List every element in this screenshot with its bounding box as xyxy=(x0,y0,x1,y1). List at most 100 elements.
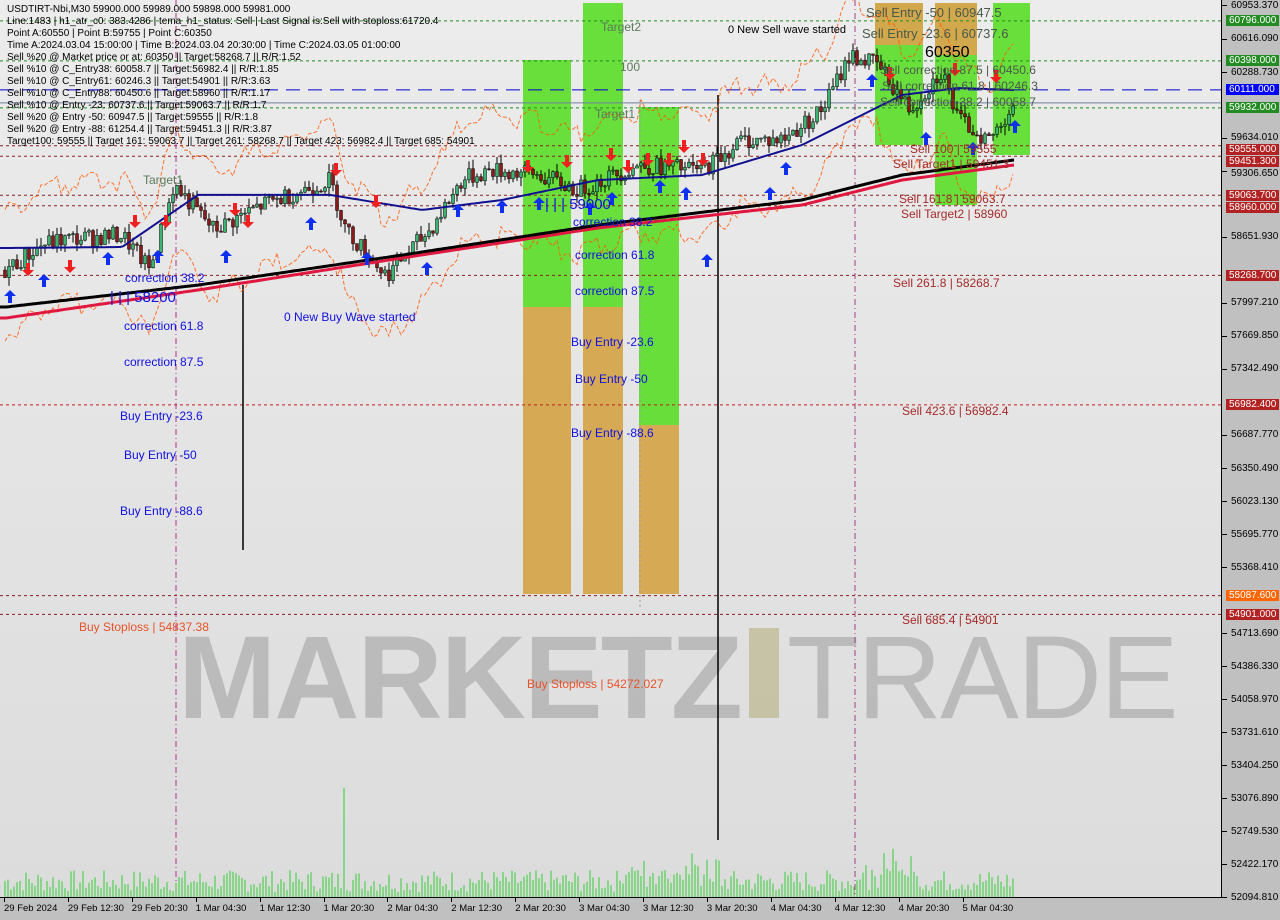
sell-arrow-icon xyxy=(22,263,34,276)
candle-bull xyxy=(427,230,431,237)
label-corr875-mid: correction 87.5 xyxy=(575,284,655,298)
candle-bear xyxy=(107,229,111,240)
candle-bull xyxy=(631,167,635,176)
label-sell-corr-382: Sell correction 38.2 | 60058.7 xyxy=(880,95,1036,109)
candle-bear xyxy=(847,60,851,64)
buy-arrow-icon xyxy=(496,200,508,213)
candle-bear xyxy=(479,176,483,182)
time-tick-mark xyxy=(579,898,581,902)
time-tick-label: 3 Mar 04:30 xyxy=(579,903,630,914)
time-tick-label: 4 Mar 04:30 xyxy=(770,903,822,914)
candle-bull xyxy=(927,93,931,100)
candle-bull xyxy=(291,201,295,205)
time-tick-mark xyxy=(323,898,325,902)
candle-bull xyxy=(779,134,783,144)
candle-bull xyxy=(859,59,863,66)
signal-zone xyxy=(583,307,623,594)
candle-bull xyxy=(991,134,995,136)
price-tick-label: 60953.370 xyxy=(1231,0,1279,11)
price-tick-label: 55695.770 xyxy=(1231,528,1279,540)
candle-bull xyxy=(687,162,691,168)
candle-bull xyxy=(255,203,259,208)
candle-bear xyxy=(767,136,771,146)
candle-bull xyxy=(995,126,999,135)
candle-bull xyxy=(463,179,467,189)
candle-bear xyxy=(195,197,199,208)
candle-bull xyxy=(983,133,987,144)
candle-bull xyxy=(483,168,487,182)
sell-arrow-icon xyxy=(697,153,709,166)
candle-bull xyxy=(915,108,919,111)
label-buy-stoploss-1: Buy Stoploss | 54837.38 xyxy=(79,620,209,634)
candle-bear xyxy=(99,235,103,245)
info-line: Sell %20 @ Entry -50: 60947.5 || Target:… xyxy=(7,112,259,123)
buy-arrow-icon xyxy=(220,250,232,263)
price-badge: 59063.700 xyxy=(1226,189,1279,201)
sell-arrow-icon xyxy=(370,195,382,208)
candle-bear xyxy=(795,129,799,137)
candle-bull xyxy=(931,78,935,95)
price-badge: 60796.000 xyxy=(1226,15,1279,27)
candle-bull xyxy=(611,169,615,172)
candle-bear xyxy=(259,203,263,210)
candle-bear xyxy=(487,168,491,171)
price-tick-mark xyxy=(1222,5,1227,6)
label-new-buy-wave: 0 New Buy Wave started xyxy=(284,310,416,324)
candle-bull xyxy=(283,189,287,204)
time-tick-label: 4 Mar 20:30 xyxy=(898,903,950,914)
price-tick-mark xyxy=(1222,864,1227,866)
candle-bear xyxy=(499,163,503,177)
candle-bear xyxy=(571,183,575,195)
candle-bull xyxy=(47,235,51,246)
candle-bear xyxy=(839,73,843,81)
price-tick-mark xyxy=(1222,71,1227,73)
candle-bear xyxy=(179,185,183,196)
candle-bull xyxy=(451,194,455,204)
chart-plot-area[interactable]: MARKETZ TRADE USDTIRT-Nbi,M30 59900.000 5… xyxy=(0,0,1222,898)
candle-bear xyxy=(271,196,275,200)
price-axis[interactable]: 60953.370 60796.000 60616.090 60398.000 6028… xyxy=(1222,0,1280,903)
candle-bear xyxy=(199,206,203,211)
candle-bull xyxy=(503,171,507,177)
candle-bull xyxy=(391,265,395,281)
candle-bear xyxy=(431,230,435,234)
candle-bull xyxy=(651,173,655,175)
candle-bull xyxy=(699,165,703,170)
price-badge: 59451.300 xyxy=(1226,156,1279,168)
candle-bear xyxy=(203,210,207,220)
buy-arrow-icon xyxy=(680,187,692,200)
candle-bear xyxy=(379,267,383,274)
candle-bull xyxy=(787,134,791,141)
ma-red-line xyxy=(0,163,1015,320)
sell-arrow-icon xyxy=(129,215,141,228)
candle-bear xyxy=(543,180,547,185)
candle-bull xyxy=(939,79,943,83)
signal-zone xyxy=(935,3,977,55)
candle-bear xyxy=(979,134,983,144)
buy-arrow-icon xyxy=(102,252,114,265)
candle-bear xyxy=(587,193,591,195)
candle-bull xyxy=(315,190,319,195)
candle-bear xyxy=(747,135,751,148)
candle-bull xyxy=(759,137,763,140)
info-line: Point A:60550 | Point B:59755 | Point C:… xyxy=(7,28,212,39)
candle-bull xyxy=(607,170,611,187)
price-tick-label: 60616.090 xyxy=(1231,33,1279,45)
candle-bull xyxy=(143,255,147,265)
candle-bear xyxy=(539,174,543,181)
candle-bear xyxy=(491,169,495,177)
time-tick-mark xyxy=(643,898,644,902)
time-tick-label: 4 Mar 12:30 xyxy=(834,903,886,914)
candle-bear xyxy=(555,171,559,178)
price-tick-mark xyxy=(1222,798,1227,800)
label-buy-entry-236-left: Buy Entry -23.6 xyxy=(120,409,203,423)
price-tick-mark xyxy=(1222,137,1227,139)
candle-bear xyxy=(875,55,879,63)
label-corr382-mid: correction 38.2 xyxy=(573,215,653,229)
candle-bear xyxy=(215,221,219,232)
label-level-58200: | | | 58200 xyxy=(110,289,176,306)
candle-bear xyxy=(287,189,291,205)
candle-bear xyxy=(963,113,967,118)
label-corr382-left: correction 38.2 xyxy=(125,271,205,285)
label-sell-target2: Sell Target2 | 58960 xyxy=(901,207,1008,221)
